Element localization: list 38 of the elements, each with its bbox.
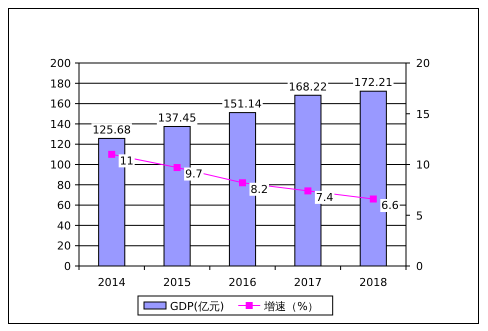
y2-tick-label: 20 bbox=[416, 57, 430, 70]
data-label: 137.45 bbox=[158, 111, 196, 124]
y-tick-label: 200 bbox=[50, 57, 71, 70]
point bbox=[239, 179, 246, 186]
y-tick-label: 100 bbox=[50, 158, 71, 172]
y2-tick-label: 15 bbox=[416, 108, 430, 121]
y2-tick-label: 5 bbox=[416, 209, 423, 222]
y-tick-label: 120 bbox=[50, 138, 71, 152]
data-label: 168.22 bbox=[288, 80, 328, 94]
legend-label: 增速（%） bbox=[263, 300, 319, 313]
x-tick-label: 2017 bbox=[294, 276, 322, 289]
data-label: 151.14 bbox=[223, 98, 262, 111]
point bbox=[370, 196, 377, 203]
x-tick-label: 2014 bbox=[98, 276, 126, 289]
data-label: 6.6 bbox=[381, 199, 399, 212]
point bbox=[304, 187, 312, 194]
data-label: 7.4 bbox=[316, 190, 334, 204]
y-tick-label: 0 bbox=[64, 260, 71, 273]
x-tick-label: 2018 bbox=[359, 276, 388, 289]
y-tick-label: 40 bbox=[57, 219, 71, 232]
x-tick-label: 2015 bbox=[163, 276, 192, 289]
point bbox=[174, 164, 181, 172]
data-label: 9.7 bbox=[185, 168, 203, 181]
point bbox=[108, 150, 116, 158]
y-tick-label: 80 bbox=[57, 178, 71, 192]
data-label: 172.21 bbox=[354, 76, 393, 90]
y2-tick-label: 0 bbox=[416, 260, 423, 273]
y-tick-label: 60 bbox=[57, 199, 71, 212]
data-label: 8.2 bbox=[250, 182, 268, 196]
legend-label: GDP(亿元) bbox=[170, 300, 224, 313]
data-label: 11 bbox=[120, 154, 134, 168]
y-tick-label: 160 bbox=[50, 98, 71, 111]
x-tick-label: 2016 bbox=[228, 276, 256, 289]
y-tick-label: 20 bbox=[57, 240, 71, 253]
y-tick-label: 180 bbox=[50, 77, 71, 90]
data-label: 125.68 bbox=[92, 123, 131, 136]
y2-tick-label: 10 bbox=[416, 158, 430, 172]
y-tick-label: 140 bbox=[50, 118, 71, 131]
